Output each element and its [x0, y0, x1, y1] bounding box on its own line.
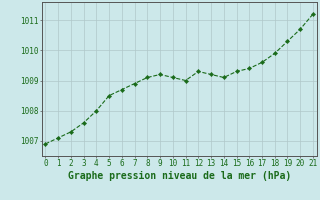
X-axis label: Graphe pression niveau de la mer (hPa): Graphe pression niveau de la mer (hPa)	[68, 171, 291, 181]
